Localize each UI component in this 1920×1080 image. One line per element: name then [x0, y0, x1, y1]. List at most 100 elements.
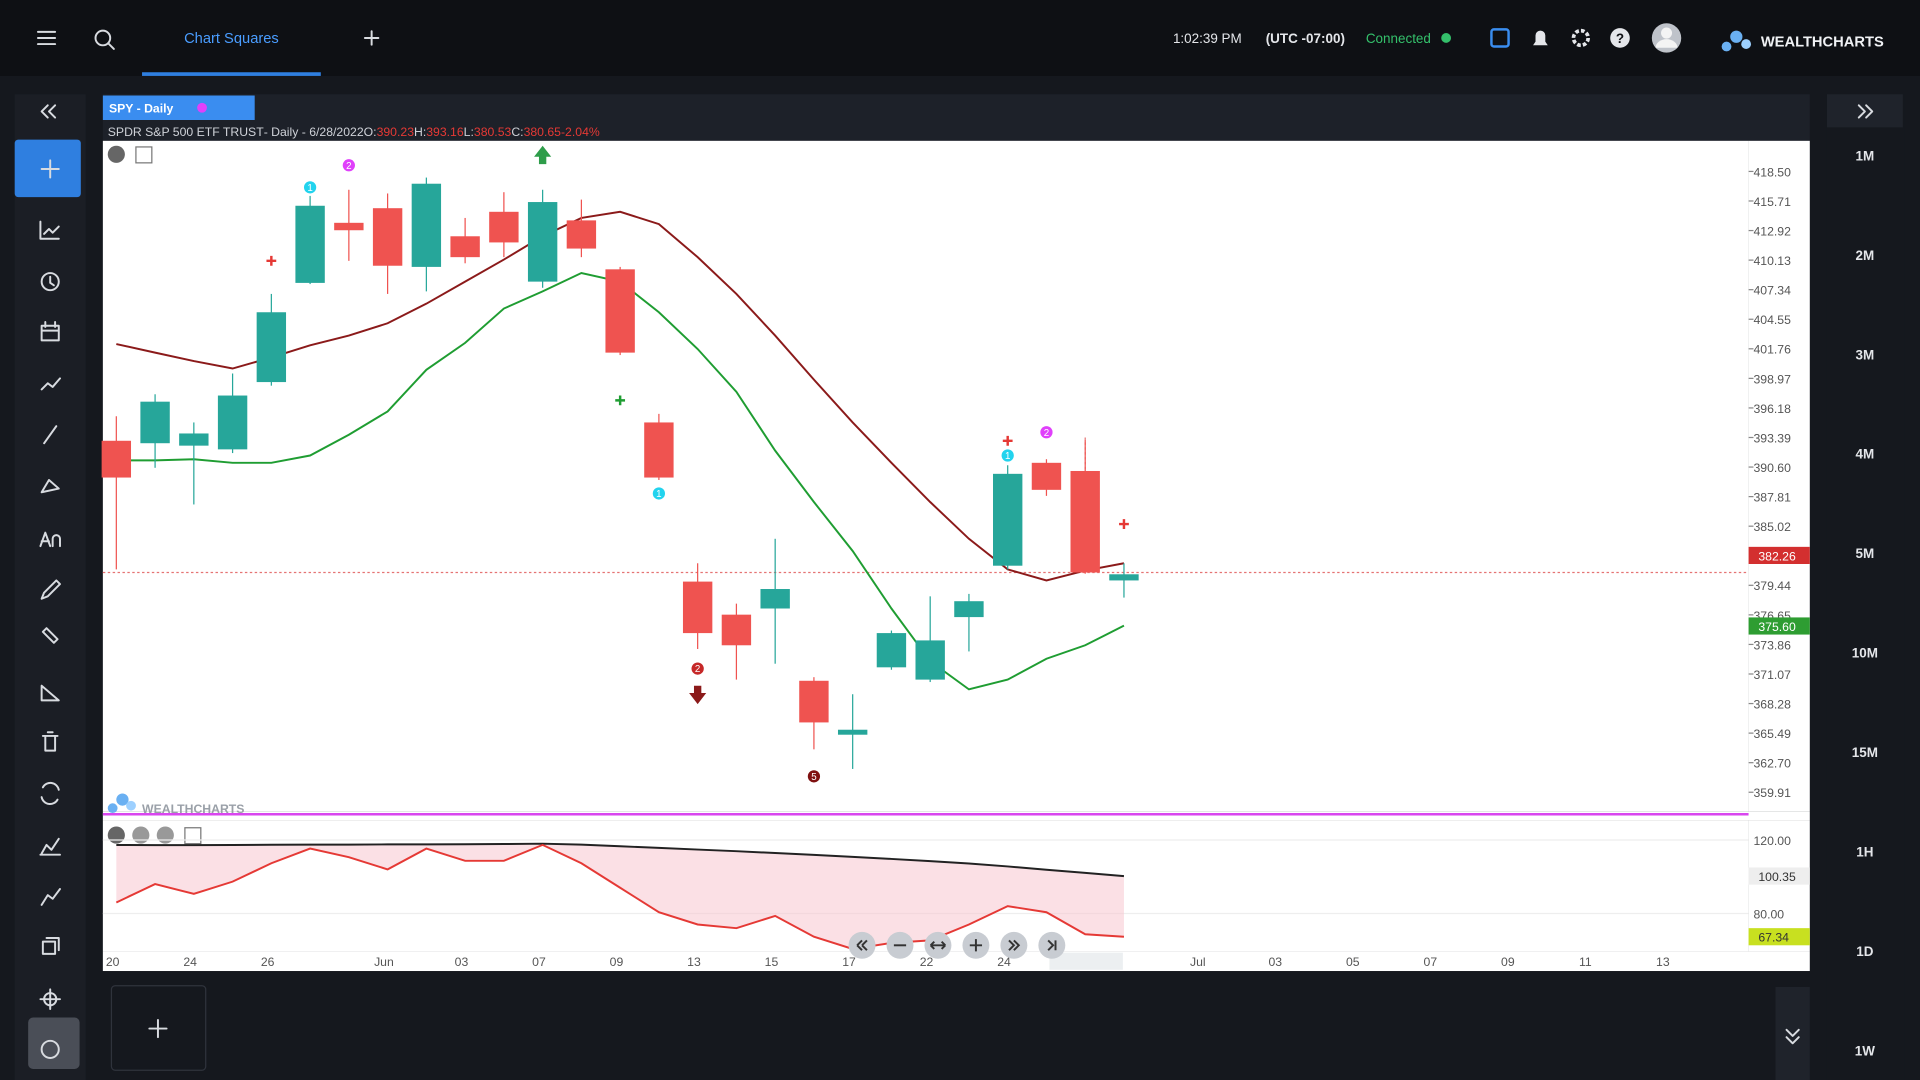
date-cursor: [1049, 952, 1123, 970]
indicator-close[interactable]: [107, 826, 125, 844]
settings-icon[interactable]: [1571, 28, 1590, 48]
tool-icon[interactable]: [40, 272, 60, 292]
signal-label: 2: [1044, 428, 1049, 439]
candle-body: [799, 680, 829, 723]
tool-icon[interactable]: [40, 888, 61, 906]
candle-body: [450, 236, 480, 258]
symbol-tab-bg[interactable]: [102, 95, 255, 120]
price-tick-label: 410.13: [1753, 254, 1791, 268]
search-icon[interactable]: [94, 29, 115, 50]
pane-close[interactable]: [107, 145, 125, 163]
timeframe[interactable]: 3M: [1856, 347, 1875, 362]
status-dot: [1441, 33, 1452, 43]
nav-button-icon: [1047, 939, 1057, 951]
date-label: 07: [532, 955, 546, 969]
candle-body: [876, 633, 907, 668]
candle-body: [1070, 470, 1100, 573]
nav-button[interactable]: [924, 931, 952, 959]
candle-body: [411, 183, 442, 267]
tool-icon[interactable]: [40, 321, 60, 342]
indicator-fill: [116, 843, 1124, 949]
nav-button[interactable]: [1038, 931, 1066, 959]
theme-icon: [40, 1039, 60, 1059]
buy-arrow: [534, 145, 552, 165]
brand: WEALTHCHARTS: [1761, 35, 1884, 51]
tool-icon[interactable]: [40, 579, 61, 600]
tab[interactable]: Chart Squares: [184, 31, 279, 47]
candle-body: [334, 222, 364, 231]
tool-icon[interactable]: [40, 684, 60, 702]
tool-icon[interactable]: [43, 425, 58, 445]
tool-icon[interactable]: [41, 731, 59, 752]
tool-icon[interactable]: [39, 988, 61, 1010]
scroll-bottom-bg: [1775, 986, 1810, 1080]
collapse-left[interactable]: [40, 104, 57, 119]
nav-button[interactable]: [886, 931, 914, 959]
timeframe[interactable]: 4M: [1856, 447, 1875, 462]
plus-marker: [1119, 519, 1129, 529]
indicator-add[interactable]: [184, 827, 202, 845]
top-bar: [0, 0, 1920, 76]
tool-icon[interactable]: [40, 781, 60, 806]
nav-button[interactable]: [848, 931, 876, 959]
price-axis: [1748, 140, 1810, 812]
timeframe[interactable]: 1W: [1855, 1043, 1875, 1058]
nav-button[interactable]: [1000, 931, 1028, 959]
menu-icon[interactable]: [36, 30, 57, 46]
bell-icon[interactable]: [1533, 30, 1548, 46]
tool-icon[interactable]: [40, 377, 61, 391]
save-icon[interactable]: [1490, 28, 1510, 48]
timeframe[interactable]: 5M: [1856, 546, 1875, 561]
expand-right[interactable]: [1857, 104, 1874, 119]
tool-icon[interactable]: [41, 936, 60, 955]
date-label: Jul: [1190, 955, 1206, 969]
help-icon[interactable]: [1610, 28, 1630, 48]
watermark-logo: [107, 793, 136, 814]
price-tick-label: 359.91: [1753, 786, 1791, 800]
indicator-tick-label: 80.00: [1753, 907, 1784, 921]
date-label: 24: [183, 955, 197, 969]
tool-icon[interactable]: [39, 220, 60, 240]
plus-marker: [615, 395, 626, 406]
date-label: 03: [455, 955, 469, 969]
signal-label: 1: [1005, 451, 1010, 462]
symbol-tab[interactable]: SPY - Daily: [109, 102, 174, 116]
date-label: 24: [997, 955, 1011, 969]
signal-badge: [1001, 449, 1014, 462]
legend-text: - Daily - 6/28/2022: [264, 125, 364, 139]
date-label: 13: [1656, 955, 1670, 969]
indicator-tag: [1748, 928, 1810, 946]
tool-icon[interactable]: [40, 479, 60, 494]
candle-body: [760, 589, 790, 609]
indicator-down[interactable]: [132, 826, 150, 844]
pane-add[interactable]: [135, 146, 153, 164]
price-tick-label: 398.97: [1753, 372, 1791, 386]
avatar-body: [1655, 39, 1678, 48]
add-chart-square[interactable]: [110, 985, 207, 1071]
nav-button-bg: [848, 931, 876, 959]
add-tab[interactable]: [363, 30, 380, 46]
timeframe[interactable]: 2M: [1856, 248, 1875, 263]
tool-icon[interactable]: [41, 627, 59, 644]
timeframe[interactable]: 15M: [1852, 745, 1878, 760]
price-tick-label: 401.76: [1753, 343, 1791, 357]
chart-header: [102, 94, 1810, 141]
scroll-bottom[interactable]: [1785, 1028, 1800, 1045]
timeframe[interactable]: 10M: [1852, 646, 1878, 661]
timeframe[interactable]: 1M: [1856, 148, 1875, 163]
price-tick-label: 371.07: [1753, 668, 1791, 682]
price-tick-label: 365.49: [1753, 727, 1791, 741]
nav-button-icon: [1008, 939, 1021, 951]
tool-icons: [39, 220, 61, 1010]
indicator-up[interactable]: [156, 826, 174, 844]
tool-icon[interactable]: [39, 837, 61, 856]
nav-button[interactable]: [962, 931, 990, 959]
candle-body: [1031, 462, 1062, 490]
tool-icon[interactable]: [39, 531, 61, 548]
legend-text: O:: [364, 125, 377, 139]
timeframe[interactable]: 1H: [1856, 844, 1873, 859]
timeframe[interactable]: 1D: [1856, 944, 1873, 959]
theme-tool[interactable]: [28, 1017, 80, 1069]
date-label: 13: [687, 955, 701, 969]
